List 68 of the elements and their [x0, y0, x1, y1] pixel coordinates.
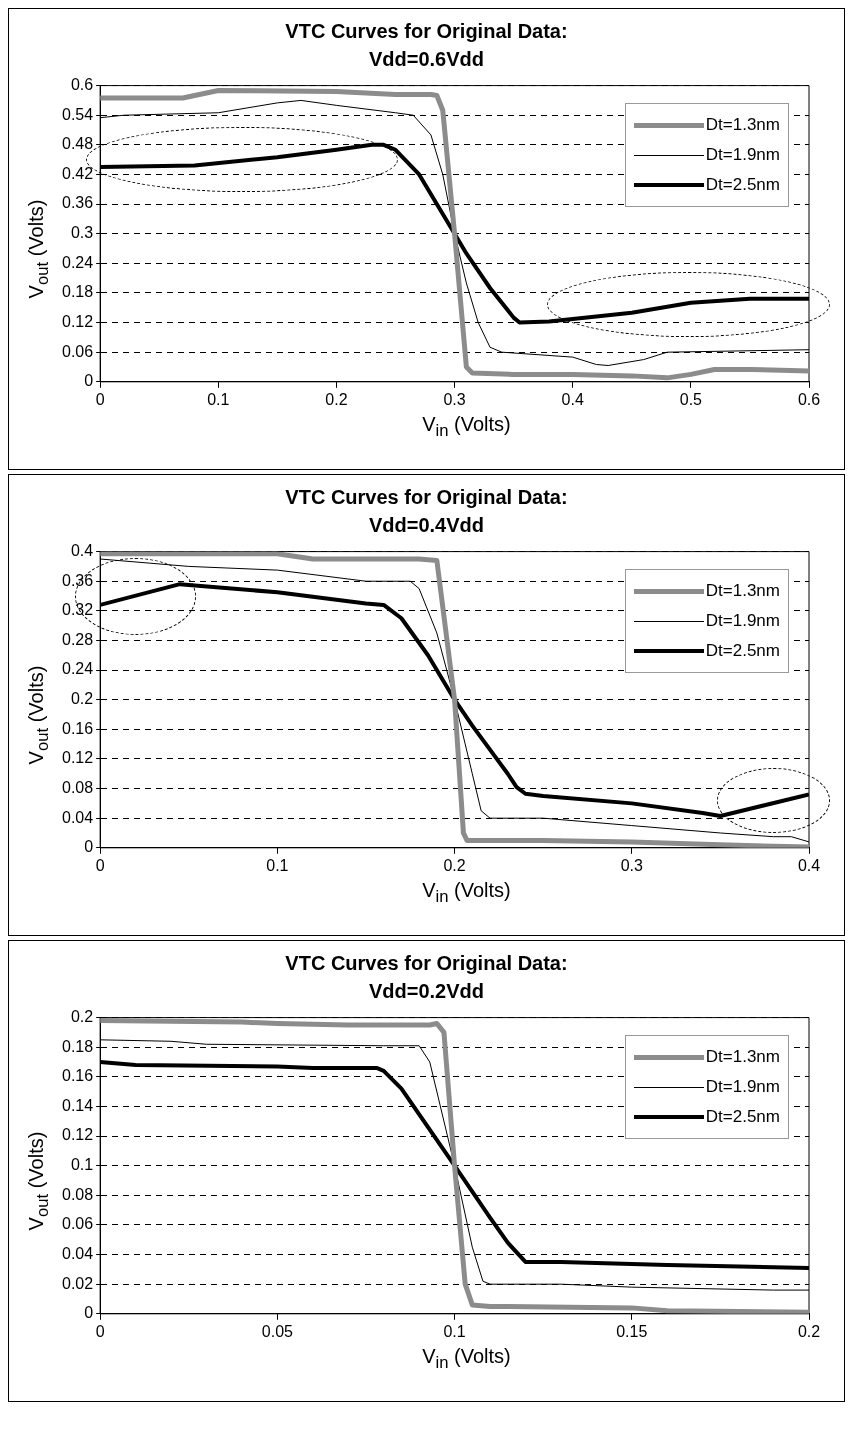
y-tick-label: 0.24 [62, 253, 94, 271]
y-tick-label: 0.54 [62, 105, 94, 123]
legend-label: Dt=1.9nm [705, 145, 780, 165]
y-tick-label: 0.12 [62, 749, 94, 767]
y-tick-label: 0 [84, 838, 94, 856]
y-tick-label: 0.02 [62, 1274, 94, 1292]
x-tick-label: 0.1 [443, 1322, 466, 1340]
x-tick-label: 0.2 [325, 390, 348, 408]
chart-title: VTC Curves for Original Data: [284, 951, 569, 976]
y-tick-label: 0.36 [62, 194, 94, 212]
x-tick-label: 0 [95, 1322, 105, 1340]
y-tick-label: 0.08 [62, 778, 94, 796]
x-tick-label: 0.6 [797, 390, 821, 408]
x-tick-label: 0.3 [620, 856, 643, 874]
y-tick-label: 0 [84, 372, 94, 390]
chart-title: VTC Curves for Original Data: [284, 485, 569, 510]
y-tick-label: 0.1 [70, 1156, 94, 1174]
y-tick-label: 0.04 [62, 808, 94, 826]
x-axis-title: V$_{in}$ (Volts) [421, 879, 512, 907]
legend-label: Dt=2.5nm [705, 1107, 780, 1127]
y-tick-label: 0.16 [62, 1067, 94, 1085]
y-tick-label: 0.2 [70, 1008, 94, 1026]
y-tick-label: 0.14 [62, 1096, 94, 1114]
x-tick-label: 0.05 [261, 1322, 294, 1340]
y-tick-label: 0.36 [62, 571, 94, 589]
legend-label: Dt=1.9nm [705, 1077, 780, 1097]
x-tick-label: 0.4 [561, 390, 584, 408]
y-tick-label: 0.28 [62, 630, 94, 648]
y-tick-label: 0.42 [62, 164, 94, 182]
y-tick-label: 0.08 [62, 1185, 94, 1203]
y-tick-label: 0.12 [62, 1126, 94, 1144]
y-tick-label: 0.2 [70, 690, 94, 708]
x-tick-label: 0.2 [443, 856, 466, 874]
legend-label: Dt=1.9nm [705, 611, 780, 631]
legend-label: Dt=2.5nm [705, 175, 780, 195]
y-tick-label: 0.18 [62, 283, 94, 301]
x-tick-label: 0 [95, 856, 105, 874]
x-tick-label: 0.3 [443, 390, 466, 408]
x-tick-label: 0 [95, 390, 105, 408]
y-tick-label: 0.06 [62, 342, 94, 360]
y-tick-label: 0.6 [70, 76, 94, 94]
y-tick-label: 0 [84, 1304, 94, 1322]
chart-subtitle: Vdd=0.6Vdd [368, 47, 485, 72]
y-tick-label: 0.32 [62, 601, 94, 619]
x-tick-label: 0.1 [207, 390, 230, 408]
x-axis-title: V$_{in}$ (Volts) [421, 1345, 512, 1373]
chart-subtitle: Vdd=0.4Vdd [368, 513, 485, 538]
y-tick-label: 0.3 [70, 224, 94, 242]
legend-label: Dt=1.3nm [705, 115, 780, 135]
y-tick-label: 0.4 [70, 542, 94, 560]
x-tick-label: 0.15 [616, 1322, 648, 1340]
x-tick-label: 0.4 [797, 856, 821, 874]
y-tick-label: 0.48 [62, 135, 94, 153]
y-tick-label: 0.12 [62, 312, 94, 330]
y-tick-label: 0.18 [62, 1037, 94, 1055]
x-axis-title: V$_{in}$ (Volts) [421, 413, 512, 441]
legend-label: Dt=1.3nm [705, 581, 780, 601]
chart-subtitle: Vdd=0.2Vdd [368, 979, 485, 1004]
y-tick-label: 0.04 [62, 1244, 94, 1262]
y-tick-label: 0.16 [62, 719, 94, 737]
x-tick-label: 0.1 [266, 856, 289, 874]
chart-title: VTC Curves for Original Data: [284, 19, 569, 44]
y-tick-label: 0.24 [62, 660, 94, 678]
legend-label: Dt=2.5nm [705, 641, 780, 661]
legend-label: Dt=1.3nm [705, 1047, 780, 1067]
x-tick-label: 0.2 [797, 1322, 821, 1340]
y-tick-label: 0.06 [62, 1215, 94, 1233]
x-tick-label: 0.5 [679, 390, 703, 408]
